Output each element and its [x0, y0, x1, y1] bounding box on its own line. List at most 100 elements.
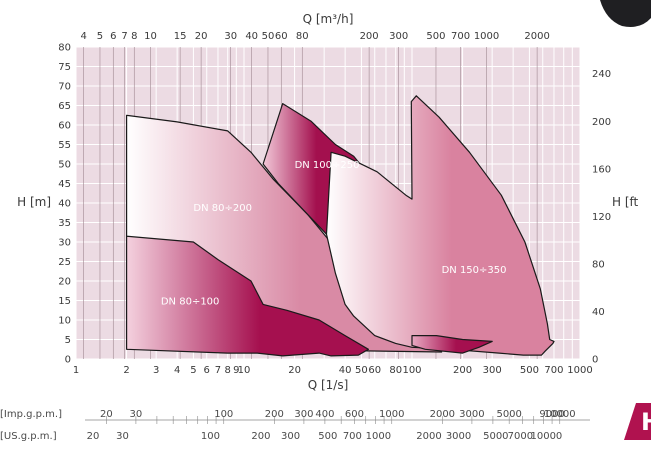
scale-value: 1000 [366, 431, 391, 442]
scale-value: 5000 [496, 409, 521, 420]
x2-tick-label: 7 [121, 31, 127, 42]
x-tick-label: 1000 [567, 365, 592, 376]
y-tick-label: 35 [58, 218, 71, 229]
y-tick-label: 80 [58, 43, 71, 54]
region-dn-80-100 [126, 235, 369, 357]
y-tick-label: 55 [58, 140, 71, 151]
scale-value: 700 [343, 431, 362, 442]
region-label: DN 150÷350 [442, 265, 507, 276]
y-tick-label: 15 [58, 296, 71, 307]
x2-tick-label: 40 [245, 31, 258, 42]
region-dn-150-350 [325, 95, 555, 356]
y-tick-label: 10 [58, 316, 71, 327]
x2-tick-label: 10 [144, 31, 157, 42]
product-image-corner [600, 0, 651, 27]
y-tick-label: 70 [58, 82, 71, 93]
scale-value: 5000 [483, 431, 508, 442]
y2-tick-label: 240 [592, 69, 611, 80]
section-tab [624, 403, 651, 440]
scale-value: 200 [265, 409, 284, 420]
y-tick-label: 25 [58, 257, 71, 268]
x2-tick-label: 700 [451, 31, 470, 42]
scale-value: 400 [315, 409, 334, 420]
y-tick-label: 45 [58, 179, 71, 190]
scale-value: 300 [281, 431, 300, 442]
x-tick-label: 6 [204, 365, 210, 376]
scale-value: 600 [345, 409, 364, 420]
scale-value: 9000 [539, 409, 564, 420]
bottom-axis-title: Q [1/s] [308, 378, 349, 392]
scale-value: 3000 [459, 409, 484, 420]
x2-tick-label: 60 [275, 31, 288, 42]
scale-value: 10000 [544, 409, 576, 420]
x2-tick-label: 50 [262, 31, 275, 42]
scale-value: 10000 [530, 431, 562, 442]
x2-tick-label: 2000 [524, 31, 549, 42]
x2-tick-label: 8 [131, 31, 137, 42]
y-tick-label: 20 [58, 277, 71, 288]
y2-tick-label: 0 [592, 355, 598, 366]
x-tick-label: 10 [238, 365, 251, 376]
scale-value: 20 [100, 409, 113, 420]
left-axis-title: H [m] [17, 195, 51, 209]
region-labels: DN 80÷200 DN 100÷250 DN 150÷350 DN 80÷100 [161, 160, 507, 308]
scale-value: 200 [251, 431, 270, 442]
x-tick-label: 80 [389, 365, 402, 376]
scale-value: 2000 [430, 409, 455, 420]
right-axis-title: H [ft [612, 195, 639, 209]
y-tick-label: 75 [58, 62, 71, 73]
y-tick-label: 40 [58, 199, 71, 210]
y2-tick-label: 200 [592, 117, 611, 128]
scale-value: 3000 [446, 431, 471, 442]
x2-tick-label: 5 [97, 31, 103, 42]
scale-value: 20 [87, 431, 100, 442]
axes: 0510152025303540455055606570758004080120… [58, 31, 611, 376]
x2-tick-label: 15 [174, 31, 187, 42]
x-tick-label: 20 [288, 365, 301, 376]
x-tick-label: 5 [190, 365, 196, 376]
y-tick-label: 30 [58, 238, 71, 249]
x2-tick-label: 1000 [474, 31, 499, 42]
region-label: DN 80÷100 [161, 296, 220, 307]
x-tick-label: 500 [520, 365, 539, 376]
x2-tick-label: 20 [195, 31, 208, 42]
x-tick-label: 4 [174, 365, 180, 376]
y-tick-label: 0 [65, 355, 71, 366]
y-tick-label: 65 [58, 101, 71, 112]
scale-unit-label: [US.g.p.m.] [0, 431, 57, 442]
x2-tick-label: 30 [224, 31, 237, 42]
region-label: DN 100÷250 [295, 160, 360, 171]
top-axis-title: Q [m³/h] [303, 12, 354, 26]
x-tick-label: 7 [215, 365, 221, 376]
scale-unit-label: [Imp.g.p.m.] [0, 409, 62, 420]
x-tick-label: 3 [153, 365, 159, 376]
x2-tick-label: 500 [426, 31, 445, 42]
x-tick-label: 100 [402, 365, 421, 376]
y2-tick-label: 160 [592, 164, 611, 175]
scale-value: 7000 [508, 431, 533, 442]
x2-tick-label: 4 [80, 31, 86, 42]
scale-value: 2000 [416, 431, 441, 442]
scale-value: 30 [116, 431, 129, 442]
x-tick-label: 8 [225, 365, 231, 376]
x2-tick-label: 6 [110, 31, 116, 42]
region-label: DN 80÷200 [193, 203, 252, 214]
x-tick-label: 300 [483, 365, 502, 376]
pump-regions [126, 95, 555, 357]
x-tick-label: 2 [123, 365, 129, 376]
x-tick-label: 9 [233, 365, 239, 376]
scale-value: 500 [318, 431, 337, 442]
y-tick-label: 60 [58, 121, 71, 132]
y-tick-label: 50 [58, 160, 71, 171]
y2-tick-label: 120 [592, 212, 611, 223]
x-tick-label: 200 [453, 365, 472, 376]
y-tick-label: 5 [65, 335, 71, 346]
x2-tick-label: 300 [389, 31, 408, 42]
region-extra-4 [411, 335, 493, 354]
x-tick-label: 40 [339, 365, 352, 376]
scale-value: 30 [130, 409, 143, 420]
y2-tick-label: 40 [592, 307, 605, 318]
scale-value: 300 [294, 409, 313, 420]
x-tick-label: 60 [368, 365, 381, 376]
